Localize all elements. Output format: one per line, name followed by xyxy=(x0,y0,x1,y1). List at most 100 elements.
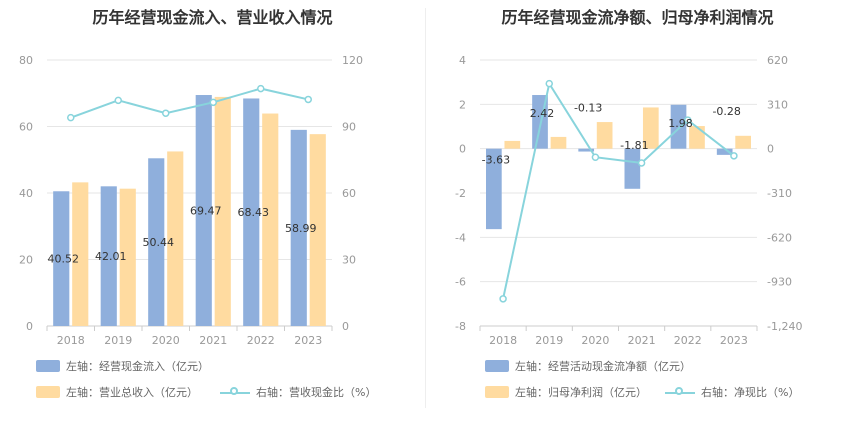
legend-swatch-line xyxy=(665,386,695,398)
bar-primary xyxy=(195,95,212,326)
y-left-tick-label: 80 xyxy=(19,54,33,67)
legend-swatch-blue xyxy=(36,360,60,372)
bar-primary xyxy=(578,148,595,152)
legend-item-net-cash-flow[interactable]: 左轴：经营活动现金流净额（亿元） xyxy=(485,358,691,374)
bar-data-label: -0.13 xyxy=(574,102,602,115)
bar-secondary xyxy=(214,96,231,326)
ratio-point xyxy=(257,84,265,93)
left-chart-svg: 0 20 40 60 80 0 30 60 90 120 2018 2019 2020 2021 2022 2… xyxy=(19,54,363,347)
left-chart-title: 历年经营现金流入、营业收入情况 xyxy=(92,8,333,27)
x-tick-label: 2021 xyxy=(199,334,227,347)
legend-swatch-line xyxy=(220,386,250,398)
bar-data-label: 40.52 xyxy=(48,253,80,266)
bar-secondary xyxy=(550,136,567,149)
y-right-tick-label: -310 xyxy=(767,187,792,200)
x-tick-label: 2021 xyxy=(628,334,656,347)
bar-secondary xyxy=(735,135,751,149)
bar-primary xyxy=(148,158,165,326)
bar-data-label: 58.99 xyxy=(285,222,317,235)
legend-label: 左轴：归母净利润（亿元） xyxy=(515,386,647,399)
legend-item-cash-ratio[interactable]: 右轴：营收现金比（%） xyxy=(220,384,376,400)
y-left-tick-label: 40 xyxy=(19,187,33,200)
bar-primary xyxy=(243,98,260,327)
bar-primary xyxy=(290,129,307,326)
y-right-tick-label: 0 xyxy=(767,143,774,156)
y-left-tick-label: -6 xyxy=(455,276,466,289)
y-right-tick-label: -1,240 xyxy=(767,320,802,333)
x-tick-label: 2023 xyxy=(720,334,748,347)
legend-item-net-cash-ratio[interactable]: 右轴：净现比（%） xyxy=(665,384,799,400)
x-tick-label: 2018 xyxy=(489,334,517,347)
bar-data-label: 42.01 xyxy=(95,250,127,263)
y-right-tick-label: 620 xyxy=(767,54,788,67)
legend-label: 左轴：营业总收入（亿元） xyxy=(66,386,198,399)
ratio-line xyxy=(70,87,309,119)
bar-primary xyxy=(53,191,70,326)
bar-data-label: -0.28 xyxy=(712,105,740,118)
y-left-tick-label: 0 xyxy=(459,143,466,156)
right-chart-svg: -8 -6 -4 -2 0 2 4 -1,240 -930 -620 -310 0 310 620 2018… xyxy=(455,54,802,347)
y-left-tick-label: 20 xyxy=(19,254,33,267)
ratio-point xyxy=(637,159,646,167)
bar-primary xyxy=(100,186,117,326)
bar-secondary xyxy=(504,140,521,149)
y-right-tick-label: 90 xyxy=(342,121,356,134)
bar-secondary xyxy=(596,122,613,149)
legend-item-revenue[interactable]: 左轴：营业总收入（亿元） xyxy=(36,384,198,400)
y-right-tick-label: 30 xyxy=(342,254,356,267)
y-left-tick-label: -8 xyxy=(455,320,466,333)
ratio-point xyxy=(209,98,217,107)
y-right-tick-label: 60 xyxy=(342,187,356,200)
x-tick-label: 2022 xyxy=(674,334,702,347)
bar-secondary xyxy=(689,126,705,149)
ratio-point xyxy=(591,153,600,161)
y-right-tick-label: -930 xyxy=(767,276,792,289)
bar-secondary xyxy=(72,182,89,326)
ratio-point xyxy=(67,113,75,122)
bar-primary xyxy=(624,148,641,189)
y-right-tick-label: -620 xyxy=(767,231,792,244)
legend-item-cash-inflow[interactable]: 左轴：经营现金流入（亿元） xyxy=(36,358,209,374)
legend-item-net-profit[interactable]: 左轴：归母净利润（亿元） xyxy=(485,384,647,400)
bar-data-label: 1.98 xyxy=(668,117,693,130)
legend-label: 左轴：经营现金流入（亿元） xyxy=(66,360,209,373)
y-left-tick-label: 0 xyxy=(26,320,33,333)
ratio-point xyxy=(162,109,170,117)
y-left-tick-label: -2 xyxy=(455,187,466,200)
y-left-tick-label: 60 xyxy=(19,121,33,134)
legend-label: 左轴：经营活动现金流净额（亿元） xyxy=(515,360,691,373)
ratio-point xyxy=(499,295,507,303)
y-left-tick-label: 4 xyxy=(459,54,466,67)
bar-secondary xyxy=(262,113,279,326)
panel-divider xyxy=(425,8,426,408)
legend-swatch-orange xyxy=(485,386,509,398)
y-left-tick-label: -4 xyxy=(455,231,466,244)
x-tick-label: 2019 xyxy=(535,334,563,347)
bar-secondary xyxy=(309,134,326,326)
bar-secondary xyxy=(119,188,136,326)
legend-swatch-blue xyxy=(485,360,509,372)
x-tick-label: 2020 xyxy=(152,334,180,347)
y-right-tick-label: 0 xyxy=(342,320,349,333)
bar-data-label: -1.81 xyxy=(620,139,648,152)
left-chart-panel: 历年经营现金流入、营业收入情况 0 20 40 60 80 0 30 60 90 120 2018 2… xyxy=(19,8,376,400)
bar-secondary xyxy=(167,151,184,326)
x-tick-label: 2018 xyxy=(57,334,85,347)
y-right-tick-label: 310 xyxy=(767,98,788,111)
right-chart-panel: 历年经营现金流净额、归母净利润情况 -8 -6 -4 -2 0 2 4 -1,240 -930-… xyxy=(425,0,850,437)
x-tick-label: 2022 xyxy=(247,334,275,347)
right-chart-title: 历年经营现金流净额、归母净利润情况 xyxy=(501,8,774,27)
legend-label: 右轴：营收现金比（%） xyxy=(256,386,377,399)
bar-secondary xyxy=(642,107,659,149)
x-tick-label: 2023 xyxy=(294,334,322,347)
bar-data-label: 2.42 xyxy=(530,107,555,120)
bar-data-label: 68.43 xyxy=(238,206,270,219)
ratio-point xyxy=(545,79,553,88)
bar-data-label: 50.44 xyxy=(143,236,175,249)
bar-primary xyxy=(486,148,502,230)
ratio-line xyxy=(502,80,735,300)
x-tick-label: 2019 xyxy=(104,334,132,347)
bar-primary xyxy=(670,104,687,149)
bar-data-label: 69.47 xyxy=(190,205,222,218)
bar-data-label: -3.63 xyxy=(482,154,510,167)
